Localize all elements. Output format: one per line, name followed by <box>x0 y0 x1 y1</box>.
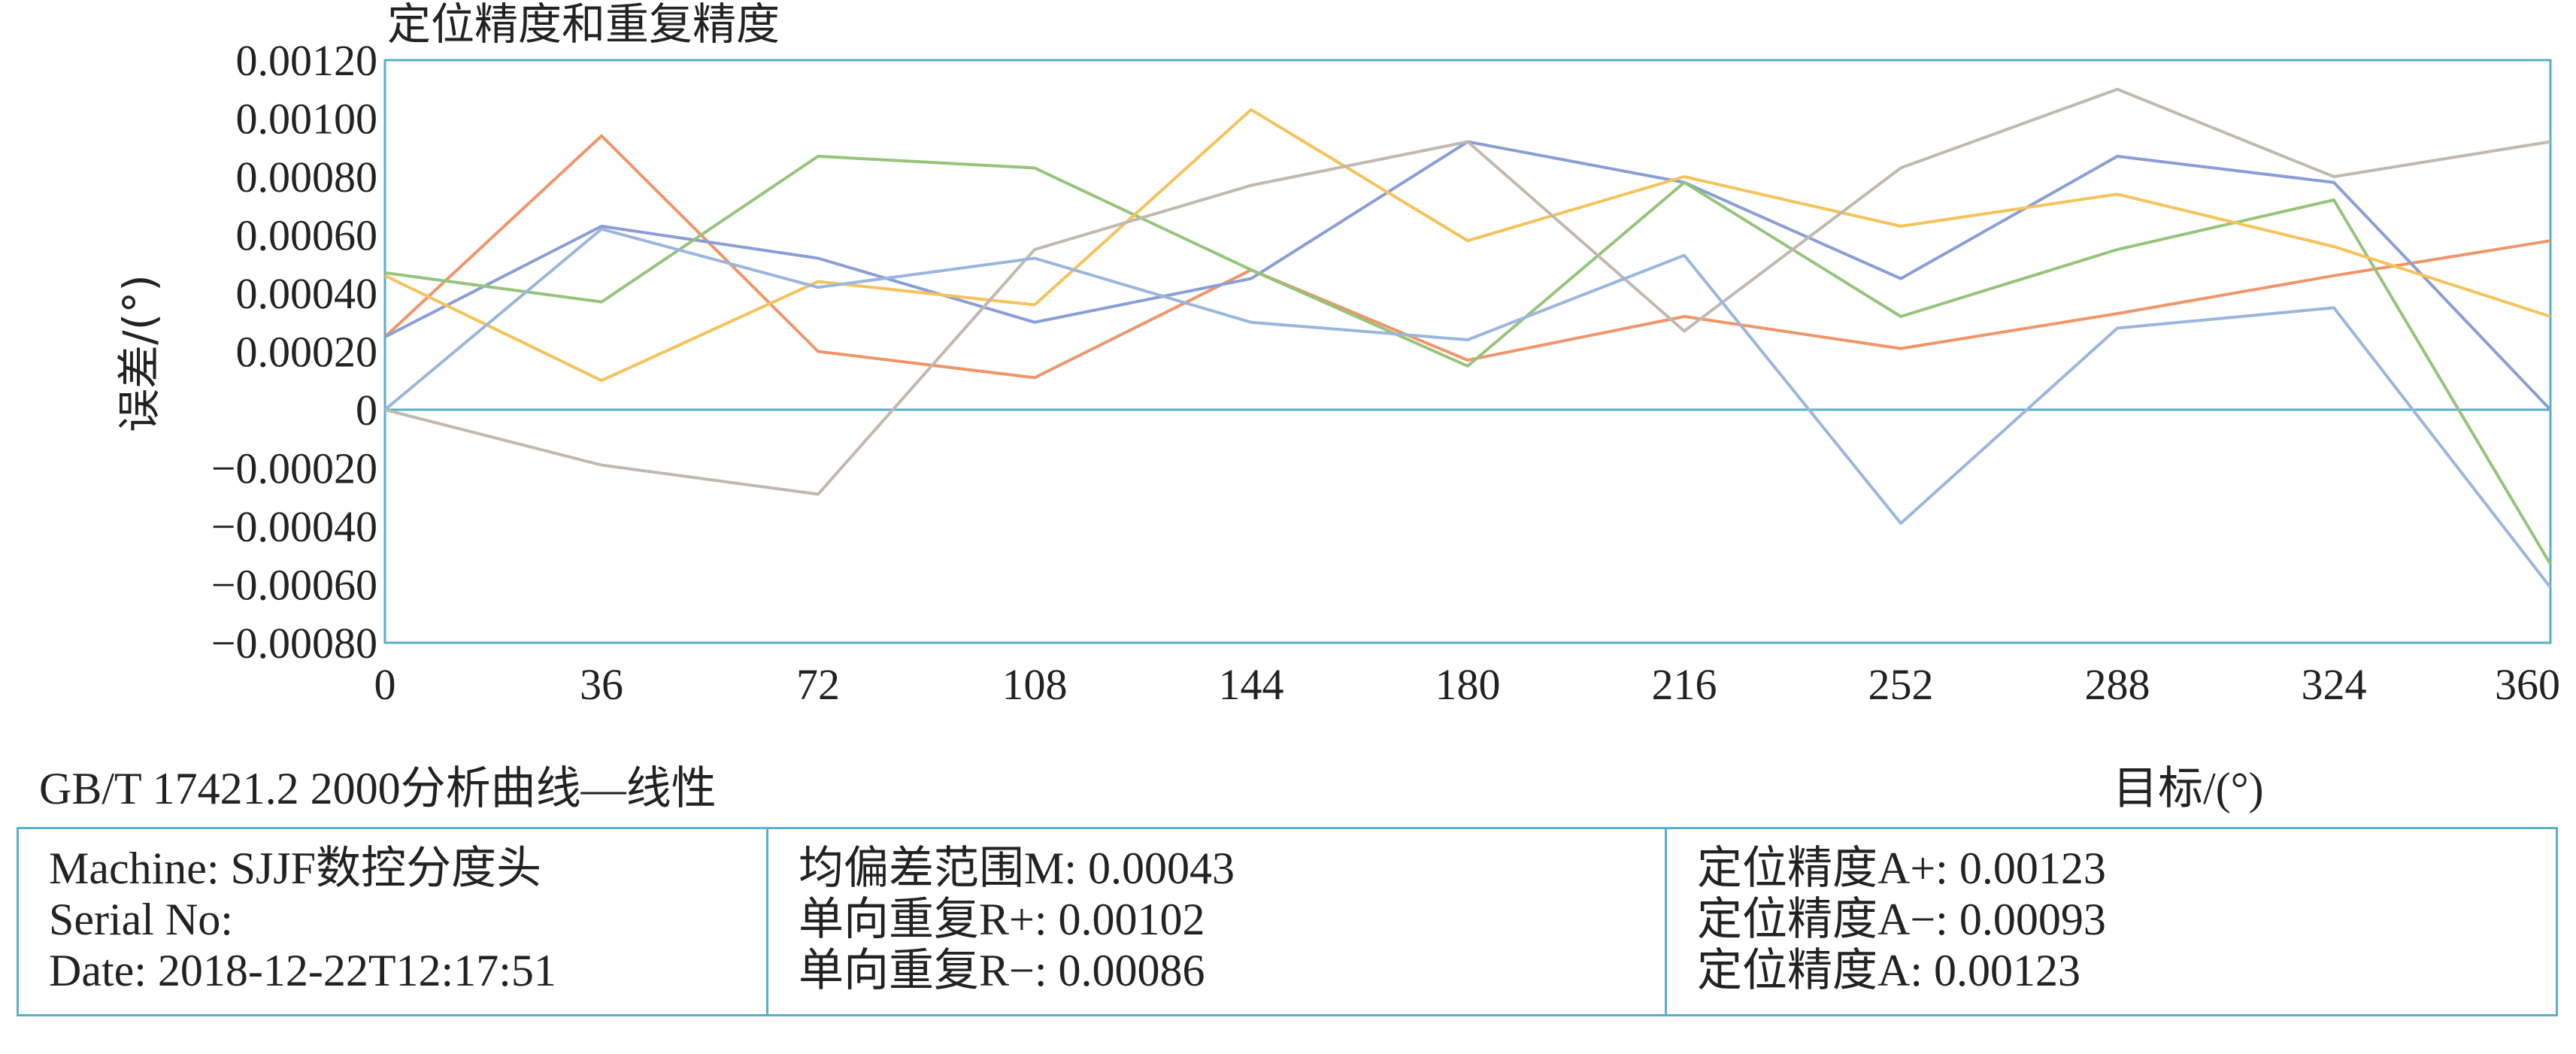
plot-frame <box>383 59 2552 644</box>
x-tick-label: 0 <box>374 660 396 709</box>
accuracy-a-plus: 定位精度A+: 0.00123 <box>1697 844 2106 893</box>
x-tick-label: 36 <box>580 660 623 709</box>
series-line-5 <box>384 87 2551 496</box>
y-tick-label: −0.00080 <box>211 619 377 668</box>
y-axis-label: 误差/(°) <box>114 274 165 432</box>
series-line-2 <box>384 140 2552 411</box>
x-tick-label: 252 <box>1868 660 1934 709</box>
serial-number: Serial No: <box>49 895 233 944</box>
chart: 定位精度和重复精度 误差/(°) 0.001200.001000.000800.… <box>114 0 2561 709</box>
chart-title: 定位精度和重复精度 <box>387 0 780 50</box>
repeatability-column: 均偏差范围M: 0.00043 单向重复R+: 0.00102 单向重复R−: … <box>766 829 1665 1014</box>
x-tick-label: 216 <box>1652 660 1717 709</box>
x-tick-label: 288 <box>2085 660 2150 709</box>
machine-info-column: Machine: SJJF数控分度头 Serial No: Date: 2018… <box>19 829 766 1014</box>
x-tick-label: 144 <box>1219 660 1284 709</box>
series-group <box>383 87 2552 589</box>
repeatability-r-plus: 单向重复R+: 0.00102 <box>799 895 1205 944</box>
y-tick-label: −0.00040 <box>211 502 377 551</box>
y-tick-label: 0.00120 <box>236 36 378 85</box>
date: Date: 2018-12-22T12:17:51 <box>49 946 556 995</box>
x-tick-labels: 0 36 72 108 144 180 216 252 288 324 360 <box>374 660 2561 709</box>
y-tick-label: 0.00040 <box>236 269 378 318</box>
accuracy-column: 定位精度A+: 0.00123 定位精度A−: 0.00093 定位精度A: 0… <box>1665 829 2556 1014</box>
mean-deviation-range: 均偏差范围M: 0.00043 <box>799 844 1235 893</box>
y-tick-label: 0.00080 <box>236 153 378 201</box>
y-tick-label: −0.00020 <box>211 444 377 493</box>
y-tick-label: 0 <box>356 386 377 435</box>
accuracy-a: 定位精度A: 0.00123 <box>1697 946 2080 995</box>
series-line-1 <box>383 134 2551 380</box>
y-tick-label: −0.00060 <box>211 561 377 610</box>
info-table: Machine: SJJF数控分度头 Serial No: Date: 2018… <box>17 827 2558 1016</box>
accuracy-a-minus: 定位精度A−: 0.00093 <box>1697 895 2106 944</box>
x-tick-label: 360 <box>2495 660 2560 709</box>
series-line-6 <box>383 227 2552 589</box>
x-axis-label: 目标/(°) <box>2113 764 2264 813</box>
y-tick-label: 0.00100 <box>236 95 378 144</box>
x-tick-label: 72 <box>796 660 840 709</box>
series-line-3 <box>384 154 2552 565</box>
y-tick-label: 0.00020 <box>236 328 378 377</box>
series-line-4 <box>384 108 2551 383</box>
x-tick-label: 324 <box>2302 660 2367 709</box>
machine-name: Machine: SJJF数控分度头 <box>49 844 542 893</box>
x-tick-label: 108 <box>1002 660 1068 709</box>
y-tick-labels: 0.00120 0.00100 0.00080 0.00060 0.00040 0.000… <box>211 36 377 668</box>
y-tick-label: 0.00060 <box>236 211 378 260</box>
x-tick-label: 180 <box>1435 660 1501 709</box>
standard-label: GB/T 17421.2 2000分析曲线—线性 <box>39 764 717 813</box>
repeatability-r-minus: 单向重复R−: 0.00086 <box>799 946 1205 995</box>
